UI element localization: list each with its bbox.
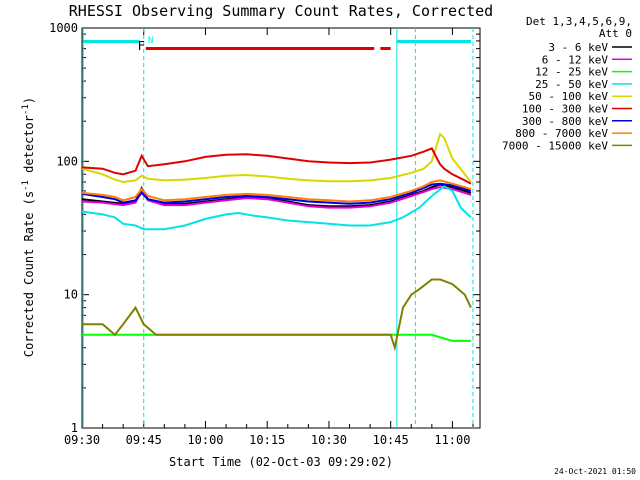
- y-axis-label-main: Corrected Count Rate (s: [22, 191, 36, 357]
- series-line-1: [82, 186, 472, 209]
- x-tick-label: 09:45: [126, 433, 162, 447]
- legend-label-6: 300 - 800 keV: [522, 115, 608, 128]
- y-tick-label: 100: [56, 154, 78, 168]
- series-line-7: [82, 179, 472, 203]
- flare-flag-bar-2: [380, 47, 391, 50]
- series-line-4: [82, 132, 472, 184]
- legend-label-2: 12 - 25 keV: [535, 66, 608, 79]
- flare-flag-label: F: [138, 39, 145, 53]
- chart-title: RHESSI Observing Summary Count Rates, Co…: [69, 2, 493, 20]
- legend-label-0: 3 - 6 keV: [548, 41, 608, 54]
- y-axis-label-sup2: -1: [21, 104, 31, 115]
- x-tick-label: 10:00: [187, 433, 223, 447]
- legend-label-3: 25 - 50 keV: [535, 78, 608, 91]
- night-flag-bar: [83, 40, 140, 43]
- y-axis-label: Corrected Count Rate (s-1 detector-1): [21, 97, 36, 357]
- night-flag-bar-2: [396, 40, 471, 43]
- legend-header: Det 1,3,4,5,6,9,: [526, 15, 632, 28]
- legend-label-5: 100 - 300 keV: [522, 103, 608, 116]
- y-axis-label-mid: detector: [22, 115, 36, 180]
- legend-label-8: 7000 - 15000 keV: [502, 139, 608, 152]
- y-tick-label: 10: [64, 288, 78, 302]
- y-axis-label-end: ): [22, 97, 36, 104]
- legend-header-2: Att 0: [599, 27, 632, 40]
- y-tick-label: 1000: [49, 21, 78, 35]
- legend-label-7: 800 - 7000 keV: [515, 127, 608, 140]
- y-tick-label: 1: [71, 421, 78, 435]
- plot-frame: [81, 27, 481, 429]
- footer-date: 24-Oct-2021 01:50: [554, 467, 636, 476]
- series-line-5: [82, 147, 472, 185]
- x-tick-label: 11:00: [434, 433, 470, 447]
- flare-flag-bar: [145, 47, 375, 50]
- x-tick-label: 10:15: [249, 433, 285, 447]
- x-tick-label: 10:45: [373, 433, 409, 447]
- series-line-6: [82, 182, 472, 205]
- x-tick-label: 09:30: [64, 433, 100, 447]
- series-group: [82, 132, 472, 352]
- legend-label-4: 50 - 100 keV: [529, 90, 609, 103]
- night-flag-label: N: [148, 36, 153, 46]
- x-axis-label: Start Time (02-Oct-03 09:29:02): [169, 455, 393, 469]
- x-tick-label: 10:30: [311, 433, 347, 447]
- legend-label-1: 6 - 12 keV: [542, 53, 609, 66]
- series-line-3: [82, 185, 472, 231]
- series-line-8: [82, 278, 472, 352]
- y-axis-label-sup1: -1: [21, 180, 31, 191]
